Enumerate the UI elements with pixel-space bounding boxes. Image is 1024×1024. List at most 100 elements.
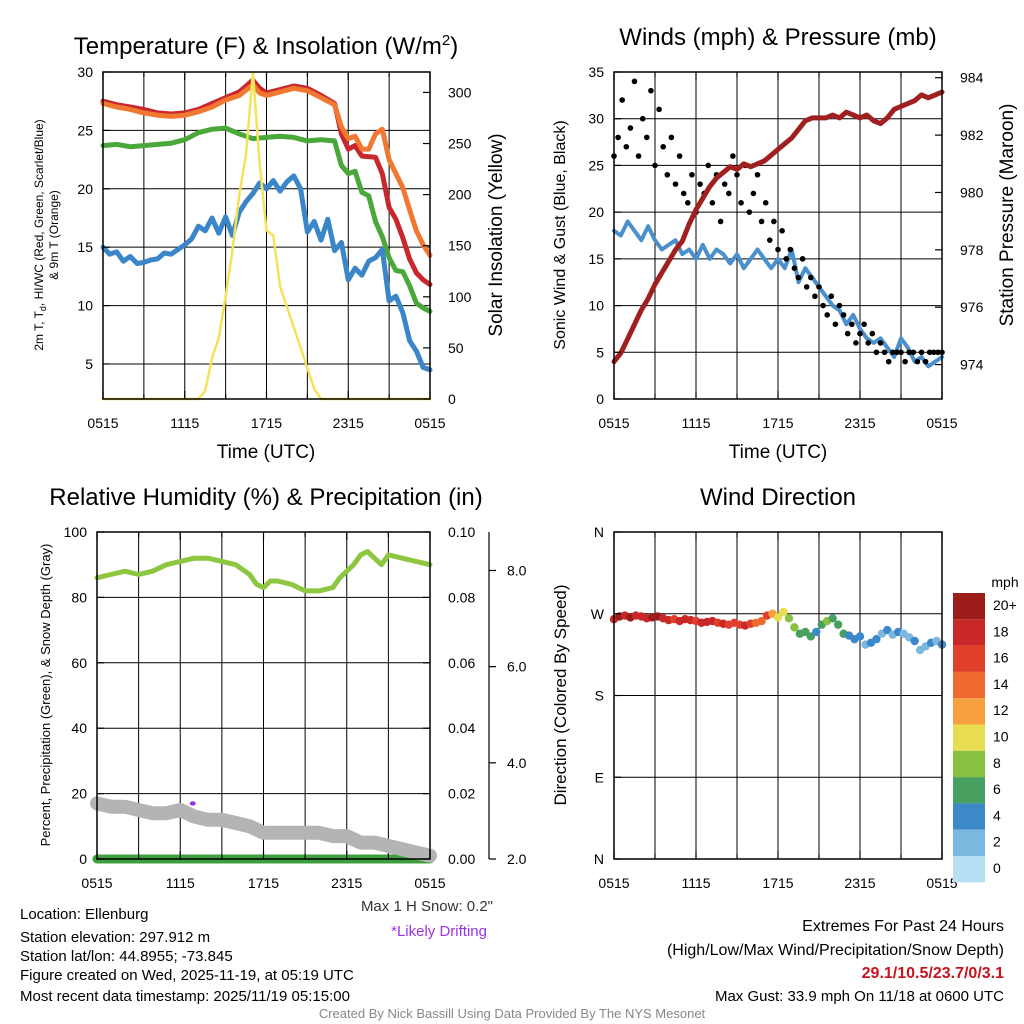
- gust-point: [885, 358, 892, 365]
- gust-point: [664, 171, 671, 178]
- y2-tick-label: 100: [448, 289, 472, 305]
- colorbar-swatch: [953, 750, 985, 778]
- y-tick-label: W: [591, 606, 605, 622]
- credit-text: Created By Nick Bassill Using Data Provi…: [318, 1006, 706, 1021]
- humidity-grid: [97, 532, 430, 859]
- gust-point: [639, 115, 646, 122]
- direction-point: [855, 632, 865, 641]
- gust-point: [746, 209, 753, 215]
- x-tick-label: 0515: [598, 875, 629, 891]
- gust-point: [869, 330, 876, 337]
- y2-tick-label: 200: [448, 187, 472, 203]
- temperature-line: [100, 82, 433, 258]
- colorbar-swatch: [953, 829, 985, 856]
- direction-point: [773, 613, 783, 622]
- y-tick-label: N: [594, 524, 604, 540]
- gust-point: [935, 349, 941, 356]
- y2-tick-label: 0.04: [448, 720, 475, 736]
- gust-point: [730, 153, 736, 159]
- x-tick-label: 1715: [762, 415, 793, 431]
- gust-point: [820, 302, 826, 309]
- gust-point: [652, 162, 658, 169]
- winds-x-ticks: 0515 1115 1715 2315 0515: [598, 72, 958, 431]
- y2-tick-label: 0.08: [448, 589, 475, 605]
- y2-tick-label: 978: [960, 242, 984, 258]
- wind-speed-line: [612, 219, 944, 369]
- humidity-x-ticks: 0515 1115 1715 2315 0515: [81, 532, 446, 891]
- y2-tick-label: 982: [960, 127, 984, 143]
- x-tick-label: 1115: [681, 875, 710, 891]
- temperature-y-ticks: 5 10 15 20 25 30: [77, 64, 110, 372]
- gust-point: [717, 218, 724, 225]
- colorbar-label: 6: [993, 781, 1001, 797]
- gust-point: [771, 218, 777, 225]
- temperature-series: [100, 70, 433, 401]
- winds-y-ticks: 0 5 10 15 20 25 30 35: [588, 64, 621, 407]
- colorbar-swatch: [953, 619, 985, 646]
- direction-point: [833, 620, 843, 629]
- max-gust-text: Max Gust: 33.9 mph On 11/18 at 0600 UTC: [714, 988, 1004, 1005]
- temperature-y-axis-label-line2: & 9m T (Orange): [47, 190, 61, 280]
- gust-point: [787, 246, 794, 253]
- colorbar-label: 0: [993, 860, 1001, 876]
- snow-depth-line: [90, 796, 437, 863]
- direction-point: [910, 636, 919, 646]
- gust-point: [861, 321, 867, 328]
- y-tick-label: 40: [71, 720, 87, 736]
- humidity-line: [94, 549, 433, 594]
- y2-tick-label: 984: [960, 70, 984, 86]
- y-tick-label: 5: [596, 344, 604, 360]
- gust-point: [890, 349, 896, 356]
- gust-point: [865, 340, 871, 346]
- temperature-panel: Temperature (F) & Insolation (W/m2) 5 10 1…: [32, 32, 507, 463]
- y-tick-label: S: [595, 688, 604, 704]
- insolation-y-axis-label: Solar Insolation (Yellow): [486, 133, 507, 336]
- pressure-y-ticks: 974 976 978 980 982 984: [935, 70, 984, 373]
- gust-point: [812, 293, 818, 300]
- gust-point: [758, 218, 765, 225]
- gust-point: [672, 181, 679, 187]
- colorbar-label: 16: [993, 650, 1009, 666]
- gust-point: [750, 190, 757, 197]
- colorbar-label: 4: [993, 807, 1001, 823]
- y-tick-label: 25: [588, 157, 604, 173]
- colorbar-swatch: [953, 803, 985, 830]
- snow-tick-label: 2.0: [507, 851, 527, 867]
- y-tick-label: 10: [77, 298, 93, 314]
- y-tick-label: E: [595, 769, 604, 785]
- x-tick-label: 2315: [331, 875, 362, 891]
- wind-direction-series: [609, 607, 947, 655]
- x-tick-label: 0515: [87, 415, 118, 431]
- max-snow-label: Max 1 H Snow: 0.2": [361, 898, 493, 915]
- wind-direction-x-ticks: 0515 1115 1715 2315 0515: [598, 532, 958, 891]
- y-tick-label: 15: [588, 251, 604, 267]
- colorbar-label: 2: [993, 834, 1001, 850]
- y-tick-label: 15: [77, 239, 93, 255]
- colorbar-swatch: [953, 724, 985, 751]
- y2-tick-label: 300: [448, 84, 472, 100]
- gust-point: [705, 162, 712, 169]
- y2-tick-label: 0.06: [448, 655, 475, 671]
- x-tick-label: 0515: [926, 415, 957, 431]
- temperature-chart-title: Temperature (F) & Insolation (W/m2): [74, 32, 458, 60]
- y-tick-label: 30: [77, 64, 93, 80]
- gust-point: [828, 293, 835, 300]
- direction-point: [828, 614, 837, 623]
- gust-point: [795, 274, 802, 281]
- colorbar-label: 18: [993, 623, 1009, 639]
- colorbar-swatch: [953, 856, 985, 883]
- winds-chart-title: Winds (mph) & Pressure (mb): [619, 24, 936, 51]
- gust-point: [656, 106, 662, 113]
- x-tick-label: 1115: [681, 415, 710, 431]
- x-tick-label: 2315: [844, 415, 875, 431]
- gust-point: [762, 200, 769, 206]
- colorbar-label: 12: [993, 702, 1009, 718]
- y2-tick-label: 0.02: [448, 786, 475, 802]
- gust-point: [881, 349, 888, 356]
- gust-point: [779, 228, 785, 234]
- extremes-subtitle: (High/Low/Max Wind/Precipitation/Snow De…: [666, 942, 1004, 959]
- snow-tick-label: 8.0: [507, 562, 527, 578]
- latlon-text: Station lat/lon: 44.8955; -73.845: [20, 948, 233, 965]
- x-tick-label: 0515: [926, 875, 957, 891]
- wind-direction-y-axis-label: Direction (Colored By Speed): [551, 584, 570, 805]
